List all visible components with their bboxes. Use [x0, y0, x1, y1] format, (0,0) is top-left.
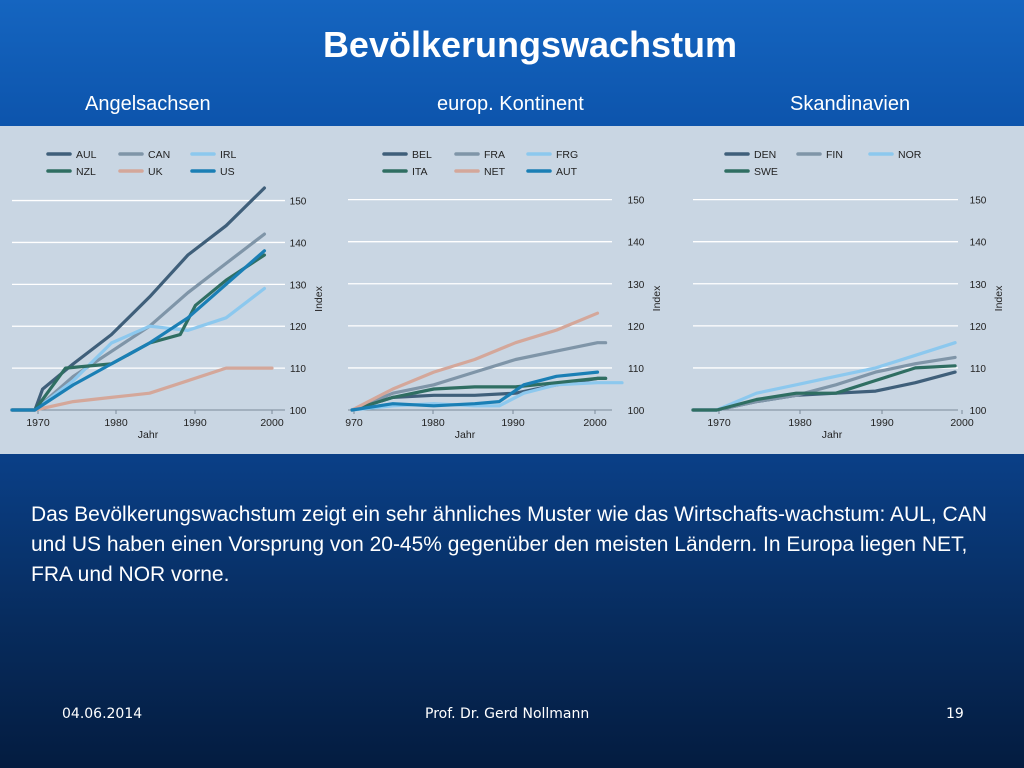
- y-tick-label: 130: [290, 280, 307, 291]
- subtitle-skandinavien: Skandinavien: [790, 93, 911, 115]
- legend-label: SWE: [754, 166, 778, 178]
- series-line-nor: [691, 341, 957, 412]
- x-tick-label: 970: [345, 417, 363, 429]
- legend-label: US: [220, 166, 235, 178]
- legend-label: AUL: [76, 149, 97, 161]
- x-tick-label: 1980: [788, 417, 812, 429]
- footer-author: Prof. Dr. Gerd Nollmann: [425, 706, 590, 722]
- y-tick-label: 150: [628, 196, 645, 207]
- chart-2: 100 110 120 130 140 150 970 1980 1990 2000 Jahr Ind…: [345, 149, 663, 441]
- y-tick-label: 110: [628, 364, 644, 375]
- y-tick-label: 150: [290, 197, 307, 208]
- x-tick-label: 1970: [707, 417, 731, 429]
- y-tick-label: 110: [970, 364, 986, 375]
- legend-label: DEN: [754, 149, 776, 161]
- series-line-ita: [350, 376, 608, 412]
- chart-3: 100 110 120 130 140 150 1970 1980 1990 2000 Jahr In…: [691, 149, 1005, 441]
- footer-page-number: 19: [946, 706, 964, 722]
- y-tick-label: 100: [628, 406, 645, 417]
- series-line-fra: [350, 341, 608, 412]
- subtitle-angelsachsen: Angelsachsen: [85, 93, 211, 115]
- series-line-swe: [691, 364, 957, 412]
- y-tick-label: 130: [628, 280, 645, 291]
- y-tick-label: 100: [290, 406, 307, 417]
- x-tick-label: 1980: [421, 417, 445, 429]
- series-line-aul: [10, 186, 266, 412]
- series-line-net: [350, 311, 600, 412]
- x-axis-label: Jahr: [822, 429, 843, 441]
- y-tick-label: 100: [970, 406, 987, 417]
- y-axis-label: Index: [993, 285, 1005, 311]
- y-tick-label: 140: [970, 238, 987, 249]
- subtitle-europ-kontinent: europ. Kontinent: [437, 93, 584, 115]
- y-tick-label: 130: [970, 280, 987, 291]
- y-tick-label: 140: [290, 238, 307, 249]
- x-tick-label: 1980: [104, 417, 128, 429]
- legend-label: NZL: [76, 166, 96, 178]
- y-tick-label: 110: [290, 364, 306, 375]
- legend-label: UK: [148, 166, 163, 178]
- legend-label: CAN: [148, 149, 170, 161]
- y-tick-label: 120: [290, 322, 307, 333]
- y-tick-label: 150: [970, 196, 987, 207]
- y-tick-label: 140: [628, 238, 645, 249]
- x-tick-label: 1970: [26, 417, 50, 429]
- series-line-aut: [350, 370, 600, 412]
- y-tick-label: 120: [628, 322, 645, 333]
- x-tick-label: 1990: [183, 417, 207, 429]
- legend-label: IRL: [220, 149, 237, 161]
- body-text: Das Bevölkerungswachstum zeigt ein sehr …: [31, 503, 987, 586]
- legend-label: AUT: [556, 166, 578, 178]
- y-axis-label: Index: [651, 285, 663, 311]
- x-tick-label: 1990: [501, 417, 525, 429]
- legend-label: FRG: [556, 149, 578, 161]
- x-tick-label: 2000: [260, 417, 284, 429]
- legend-label: BEL: [412, 149, 432, 161]
- legend-label: FRA: [484, 149, 505, 161]
- legend-label: ITA: [412, 166, 428, 178]
- x-axis-label: Jahr: [455, 429, 476, 441]
- legend-label: NET: [484, 166, 506, 178]
- x-tick-label: 1990: [870, 417, 894, 429]
- series-line-uk: [10, 366, 274, 412]
- chart-1: 100 110 120 130 140 150 1970 1980 1990 2000 Jahr In…: [10, 149, 325, 441]
- y-axis-label: Index: [313, 285, 325, 311]
- x-axis-label: Jahr: [138, 429, 159, 441]
- legend-label: NOR: [898, 149, 922, 161]
- y-tick-label: 120: [970, 322, 987, 333]
- page-title: Bevölkerungswachstum: [322, 24, 738, 65]
- legend-label: FIN: [826, 149, 843, 161]
- charts-panel: 100 110 120 130 140 150 1970 1980 1990 2000 Jahr In…: [0, 126, 1024, 454]
- series-line-us: [10, 249, 266, 412]
- x-tick-label: 2000: [950, 417, 974, 429]
- x-tick-label: 2000: [583, 417, 607, 429]
- footer-date: 04.06.2014: [62, 706, 143, 722]
